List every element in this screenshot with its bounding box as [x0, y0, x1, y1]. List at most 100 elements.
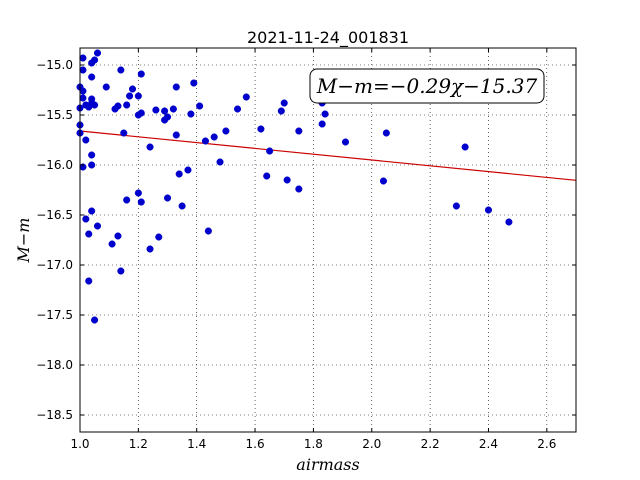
data-point [263, 172, 271, 180]
data-point [379, 177, 387, 185]
data-point [146, 143, 154, 151]
y-axis-label: M−m [14, 218, 33, 264]
data-point [88, 161, 96, 169]
data-point [126, 92, 134, 100]
data-point [234, 105, 242, 113]
ticks [79, 48, 576, 432]
data-point [123, 101, 131, 109]
data-point [295, 185, 303, 193]
data-point [184, 166, 192, 174]
data-point [461, 143, 469, 151]
y-tick-label: −17.0 [36, 258, 73, 272]
data-point [82, 136, 90, 144]
x-tick-label: 1.0 [70, 437, 89, 451]
data-point [91, 101, 99, 109]
data-point [283, 176, 291, 184]
data-point [117, 66, 125, 74]
data-point [91, 56, 99, 64]
data-point [172, 83, 180, 91]
data-point [88, 73, 96, 81]
plot-frame [79, 47, 577, 433]
y-tick-label: −15.0 [36, 58, 73, 72]
x-tick-label: 1.4 [187, 437, 206, 451]
x-tick-label: 2.0 [362, 437, 381, 451]
data-point [93, 49, 102, 57]
data-point [79, 87, 87, 95]
data-point [222, 127, 230, 135]
data-point [210, 133, 218, 141]
data-point [82, 215, 90, 223]
data-point [85, 230, 93, 238]
x-tick-label: 2.2 [421, 437, 440, 451]
data-point [114, 232, 122, 240]
data-point [452, 202, 460, 210]
data-point [137, 70, 145, 78]
data-point [318, 120, 326, 128]
data-point [172, 131, 180, 139]
data-point [161, 107, 169, 115]
data-point [175, 170, 183, 178]
data-point [134, 189, 142, 197]
data-point [169, 105, 177, 113]
data-point [484, 206, 493, 214]
x-tick-label: 1.8 [304, 437, 323, 451]
data-point [266, 147, 274, 155]
data-point [204, 227, 212, 235]
y-tick-label: −15.5 [36, 108, 73, 122]
data-point [216, 158, 224, 166]
data-point [257, 125, 265, 133]
y-tick-labels: −15.0 −15.5 −16.0 −16.5 −17.0 −17.5 −18.0 −18.5 [36, 58, 73, 422]
data-point [93, 222, 102, 230]
data-point [190, 79, 198, 87]
data-point [341, 138, 350, 146]
data-point [321, 110, 329, 118]
data-point [163, 194, 172, 202]
data-point [120, 129, 128, 137]
fit-line [79, 130, 577, 181]
data-point [79, 54, 87, 62]
y-tick-label: −16.5 [36, 208, 73, 222]
data-point [187, 110, 195, 118]
data-point [295, 127, 303, 135]
chart-title: 2021-11-24_001831 [247, 28, 409, 48]
data-point [178, 202, 186, 210]
grid [80, 48, 576, 432]
data-point [382, 129, 390, 137]
data-point [137, 109, 145, 117]
y-tick-label: −17.5 [36, 308, 73, 322]
y-tick-label: −18.5 [36, 408, 73, 422]
data-point [277, 107, 285, 115]
data-point [88, 207, 96, 215]
data-point [79, 66, 87, 74]
x-tick-label: 2.4 [479, 437, 498, 451]
fit-line-layer [79, 130, 577, 181]
data-point [88, 151, 96, 159]
data-point [163, 113, 172, 121]
y-tick-label: −18.0 [36, 358, 73, 372]
data-point [152, 106, 160, 114]
data-point [155, 233, 163, 241]
data-point [134, 92, 142, 100]
fit-annotation: M−m=−0.29χ−15.37 [309, 68, 545, 104]
data-point [108, 240, 116, 248]
data-point [91, 316, 99, 324]
data-point [201, 137, 210, 145]
data-point [196, 102, 204, 110]
x-axis-label: airmass [296, 455, 359, 474]
data-point [85, 277, 93, 285]
fit-equation: M−m=−0.29χ−15.37 [316, 74, 538, 98]
data-point [117, 267, 125, 275]
data-point [102, 83, 110, 91]
data-point [505, 218, 513, 226]
data-point [123, 196, 131, 204]
x-tick-label: 1.6 [246, 437, 265, 451]
data-point [146, 245, 154, 253]
x-tick-labels: 1.0 1.2 1.4 1.6 1.8 2.0 2.2 2.4 2.6 [70, 437, 556, 451]
data-point [137, 198, 145, 206]
data-point [114, 102, 122, 110]
data-point [280, 99, 288, 107]
data-point [128, 85, 137, 93]
data-point [79, 94, 87, 102]
x-tick-label: 1.2 [129, 437, 148, 451]
